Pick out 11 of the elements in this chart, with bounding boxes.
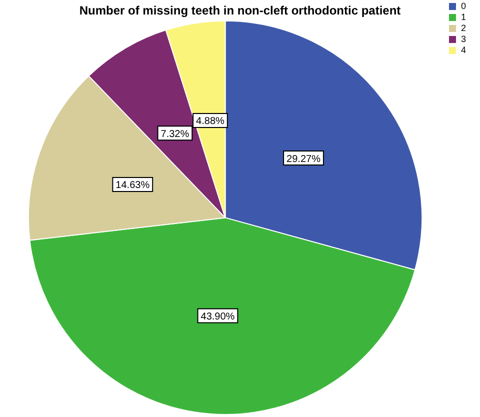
legend-label: 4 — [460, 44, 466, 55]
data-label: 4.88% — [196, 116, 225, 128]
legend-label: 3 — [460, 34, 466, 44]
data-label: 14.63% — [116, 180, 150, 192]
legend-label: 0 — [460, 0, 466, 11]
data-label: 29.27% — [286, 154, 321, 165]
chart-title: Number of missing teeth in non-cleft orthodontic patient — [79, 4, 401, 18]
data-label: 43.90% — [200, 312, 235, 323]
data-label: 7.32% — [160, 128, 190, 140]
legend-label: 1 — [460, 12, 466, 22]
legend-label: 2 — [460, 22, 466, 33]
